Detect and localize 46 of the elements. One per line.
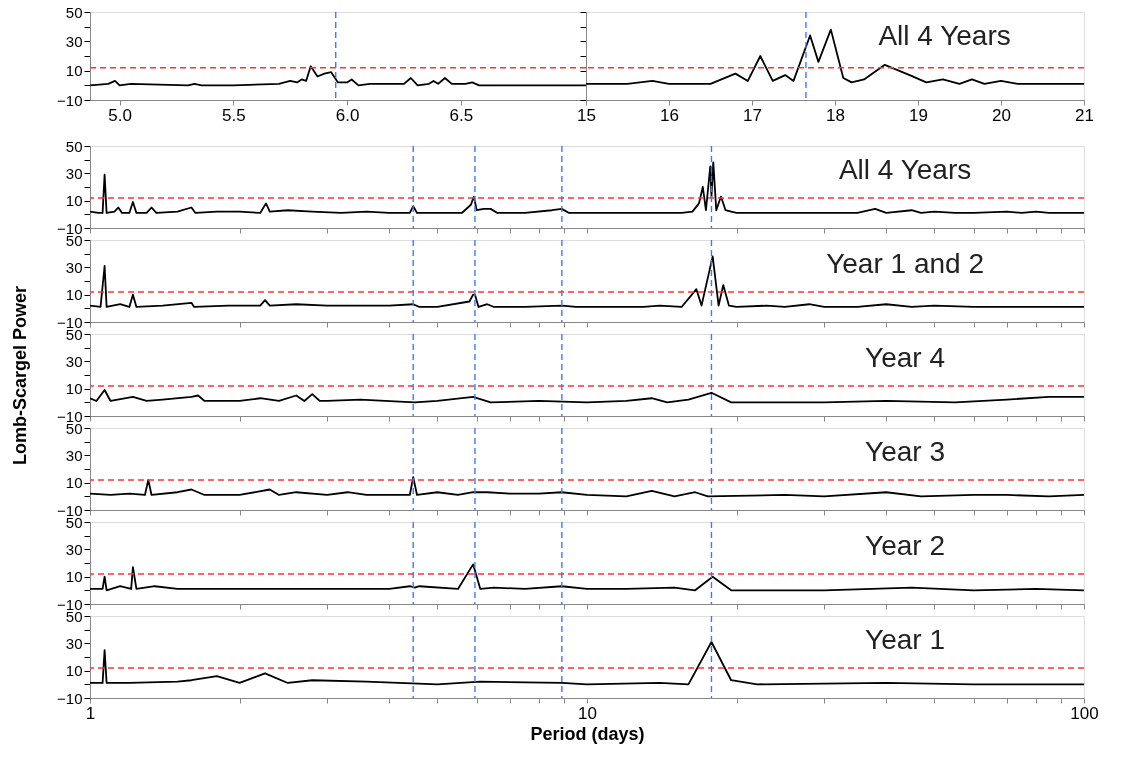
y-tick-label: 10 [65,474,83,492]
y-tick-label: 30 [65,258,83,276]
y-tick-label: 30 [65,446,83,464]
y-axis-title: Lomb-Scargel Power [9,285,30,466]
y-tick-label: −10 [57,219,83,237]
x-tick-label: 21 [1075,105,1094,125]
x-tick-label: 20 [992,105,1011,125]
x-tick-label: 5.5 [222,105,246,125]
x-axis-title: Period (days) [530,723,645,744]
x-tick-label: 100 [1070,703,1099,723]
y-tick-label: 50 [65,137,83,155]
y-tick-label: 10 [65,192,83,210]
y-tick-label: −10 [57,407,83,425]
annotation: Year 3 [865,436,946,467]
annotation: All 4 Years [838,154,972,185]
y-tick-label: 30 [65,540,83,558]
x-tick-label: 6.0 [335,105,360,125]
y-tick-label: −10 [57,501,83,519]
x-tick-label: 16 [660,105,679,125]
y-tick-label: 10 [65,662,83,680]
y-tick-label: 30 [65,634,83,652]
annotation: Year 2 [865,530,946,561]
x-tick-label: 19 [909,105,928,125]
y-tick-label: 10 [65,380,83,398]
y-tick-label: 10 [65,286,83,304]
x-tick-label: 18 [826,105,845,125]
annotation: All 4 Years [878,20,1011,51]
y-tick-label: 30 [65,32,83,50]
x-tick-label: 5.0 [108,105,132,125]
annotation: Year 1 and 2 [826,248,984,279]
annotation: Year 4 [865,342,946,373]
y-tick-label: −10 [57,689,83,707]
y-tick-label: −10 [57,91,83,109]
y-tick-label: −10 [57,595,83,613]
y-tick-label: 10 [65,568,83,586]
y-tick-label: 30 [65,164,83,182]
x-tick-label: 10 [578,703,597,723]
x-tick-label: 15 [577,105,596,125]
y-tick-label: 30 [65,352,83,370]
x-tick-label: 1 [85,703,96,723]
x-tick-label: 6.5 [449,105,474,125]
annotation: Year 1 [865,624,946,655]
x-tick-label: 17 [743,105,762,125]
y-tick-label: 10 [65,62,83,80]
y-tick-label: −10 [57,313,83,331]
y-tick-label: 50 [65,3,83,21]
